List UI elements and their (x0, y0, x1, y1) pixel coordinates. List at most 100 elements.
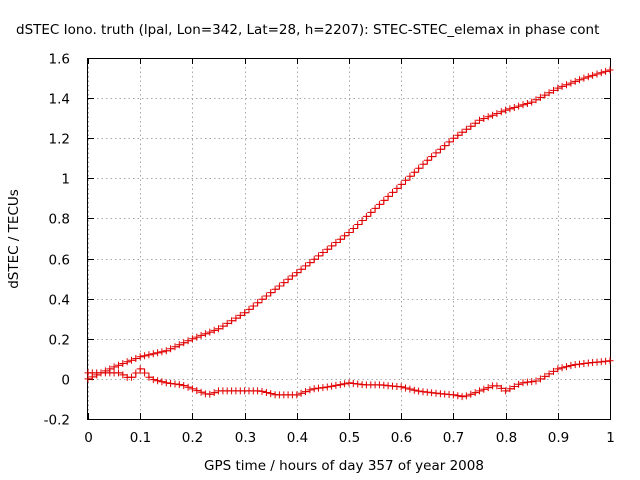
data-point (536, 375, 544, 383)
data-point (275, 282, 283, 290)
data-point (602, 67, 610, 75)
x-tick-label: 0.3 (235, 430, 256, 446)
data-point (306, 386, 314, 394)
data-point (323, 383, 331, 391)
data-point (123, 358, 131, 366)
data-point (201, 330, 209, 338)
data-point (358, 217, 366, 224)
y-tick-label: 0.6 (49, 253, 70, 269)
data-point (154, 377, 162, 385)
data-point (262, 389, 270, 396)
data-point (262, 292, 270, 300)
data-point (462, 392, 470, 400)
data-point (471, 389, 479, 397)
data-point (554, 365, 562, 373)
data-point (162, 347, 170, 355)
data-point (302, 262, 309, 270)
data-point (484, 113, 492, 121)
data-point (158, 378, 166, 386)
data-point (410, 168, 418, 176)
data-point (567, 362, 575, 369)
y-tick-label: 1 (61, 172, 70, 188)
data-point (345, 229, 353, 236)
x-tick-label: 0.7 (443, 430, 464, 446)
data-point (476, 116, 483, 124)
data-point (467, 390, 475, 398)
data-point (141, 352, 149, 360)
data-point (323, 245, 331, 253)
data-point (536, 93, 544, 101)
data-point (193, 387, 201, 395)
data-point (449, 134, 457, 142)
data-point (341, 380, 349, 388)
data-point (284, 275, 292, 283)
data-point (584, 73, 592, 81)
y-axis: -0.2 0 0.2 0.4 0.6 0.8 1 1.2 1.4 1.6 (44, 52, 610, 429)
data-point (315, 252, 322, 260)
data-point (302, 388, 309, 396)
x-tick-label: 0.4 (287, 430, 308, 446)
data-point (462, 125, 470, 133)
data-point (128, 356, 135, 364)
data-series (84, 66, 614, 401)
y-tick-label: 1.4 (49, 92, 70, 108)
data-point (349, 225, 357, 232)
data-point (158, 348, 166, 356)
data-point (571, 77, 579, 85)
data-point (297, 389, 305, 397)
data-point (497, 108, 505, 116)
data-point (458, 393, 466, 401)
data-point (241, 309, 249, 317)
data-point (606, 66, 614, 74)
data-point (419, 388, 427, 396)
data-point (467, 122, 475, 130)
x-axis: 0 0.1 0.2 0.3 0.4 0.5 0.6 0.7 0.8 0.9 1 (84, 58, 615, 446)
data-point (493, 110, 501, 117)
data-point (502, 387, 510, 395)
data-point (354, 221, 362, 228)
data-point (393, 184, 401, 192)
data-point (558, 82, 566, 90)
data-point (188, 385, 196, 393)
data-point (119, 360, 127, 367)
data-point (428, 153, 436, 161)
data-point (180, 339, 188, 347)
data-point (267, 289, 275, 297)
x-axis-label: GPS time / hours of day 357 of year 2008 (204, 458, 484, 474)
y-tick-label: 0.8 (49, 212, 70, 228)
data-point (563, 363, 570, 371)
data-point (371, 204, 379, 212)
data-point (119, 371, 127, 379)
y-tick-label: -0.2 (44, 413, 70, 429)
data-point (545, 370, 553, 378)
data-point (397, 383, 405, 391)
data-point (541, 91, 549, 99)
data-point (375, 200, 383, 208)
data-point (188, 335, 196, 343)
data-point (510, 383, 518, 390)
data-point (232, 314, 240, 322)
data-point (593, 70, 601, 78)
data-point (219, 322, 227, 330)
data-point (141, 369, 149, 377)
data-point (550, 367, 557, 375)
data-point (258, 295, 266, 303)
data-point (136, 365, 144, 373)
data-point (528, 378, 536, 386)
data-point (515, 380, 523, 388)
data-point (258, 387, 266, 395)
data-point (310, 385, 318, 393)
y-tick-label: 0.4 (49, 293, 70, 309)
data-point (149, 350, 157, 358)
data-point (519, 101, 527, 109)
data-point (506, 385, 514, 393)
data-point (149, 376, 157, 384)
data-point (506, 105, 514, 113)
data-point (206, 390, 214, 398)
data-point (145, 351, 153, 359)
data-point (293, 269, 301, 277)
data-point (115, 361, 122, 369)
data-point (402, 176, 409, 184)
data-point (532, 96, 540, 104)
